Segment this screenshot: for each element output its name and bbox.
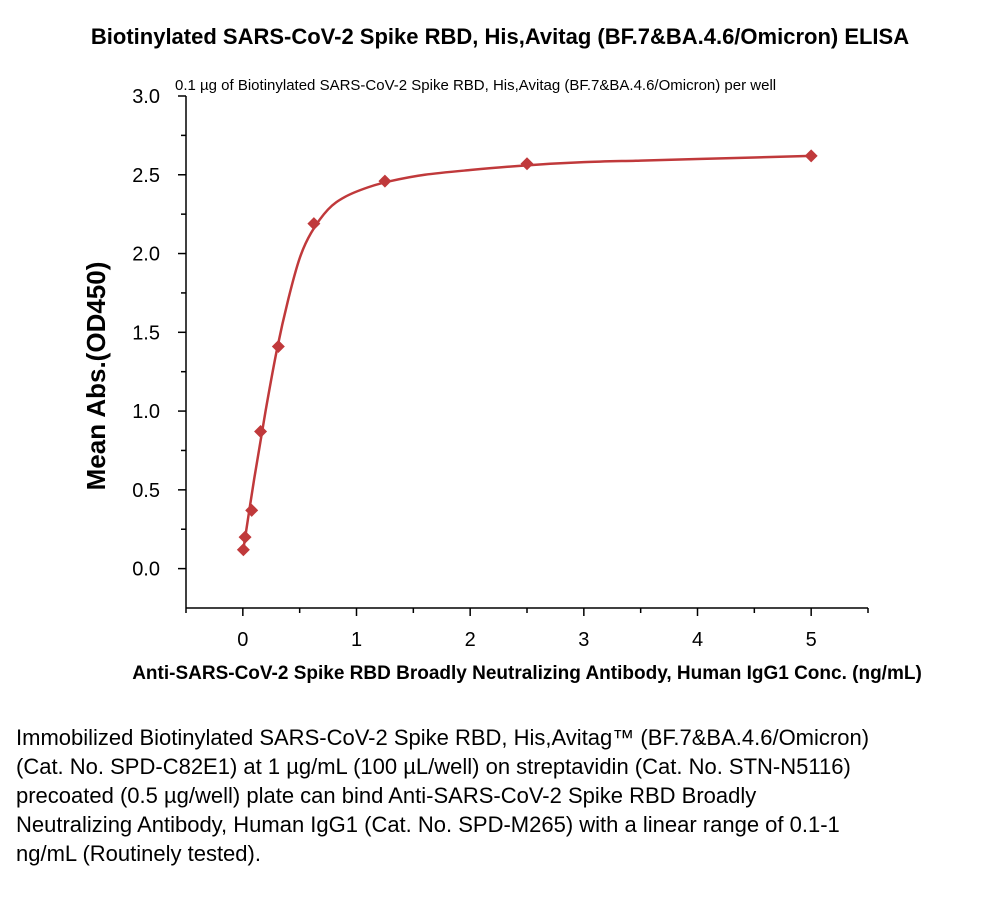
x-tick-label: 1 (351, 629, 362, 651)
y-tick-label: 3.0 (132, 86, 160, 108)
y-tick-label: 0.5 (132, 480, 160, 502)
x-tick-label: 0 (237, 629, 248, 651)
figure-caption: Immobilized Biotinylated SARS-CoV-2 Spik… (16, 725, 870, 866)
x-tick-label: 5 (806, 629, 817, 651)
data-points-layer (236, 149, 818, 557)
axes: 0.0 0.5 1.0 1.5 2.0 2.5 3.0 0 1 2 3 4 5 (132, 86, 869, 651)
data-point (245, 503, 259, 517)
x-tick-label: 3 (578, 629, 589, 651)
x-tick-label: 2 (465, 629, 476, 651)
data-point (238, 530, 252, 544)
data-point (271, 339, 285, 353)
fit-curve (241, 154, 812, 554)
chart-title: Biotinylated SARS-CoV-2 Spike RBD, His,A… (90, 24, 910, 49)
y-tick-label: 1.5 (132, 322, 160, 344)
data-point (236, 543, 250, 557)
y-tick-label: 1.0 (132, 401, 160, 423)
plot-annotation: 0.1 µg of Biotinylated SARS-CoV-2 Spike … (175, 77, 776, 94)
y-axis-label: Mean Abs.(OD450) (81, 262, 111, 491)
y-tick-label: 0.0 (132, 559, 160, 581)
y-tick-label: 2.0 (132, 244, 160, 266)
y-tick-label: 2.5 (132, 165, 160, 187)
data-point (378, 174, 392, 188)
elisa-plot: 0.1 µg of Biotinylated SARS-CoV-2 Spike … (81, 77, 922, 684)
data-point (254, 425, 268, 439)
x-axis-label: Anti-SARS-CoV-2 Spike RBD Broadly Neutra… (132, 663, 922, 684)
data-point (520, 157, 534, 171)
data-point (307, 217, 321, 231)
x-tick-label: 4 (692, 629, 703, 651)
data-point (804, 149, 818, 163)
fit-curve-layer (241, 154, 812, 554)
